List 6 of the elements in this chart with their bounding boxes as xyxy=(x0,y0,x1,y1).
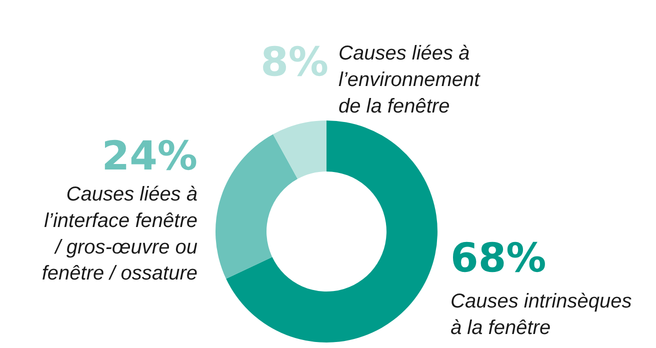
data-label: 8% xyxy=(260,40,329,86)
slice-label: Causes liées à l’interface fenêtre / gros-œuvre ou fenêtre / ossature xyxy=(42,184,198,285)
data-label: 24% xyxy=(102,134,198,180)
slice-label: Causes intrinsèques à la fenêtre xyxy=(450,290,632,339)
slice-label: Causes liées à l’environnement de la fenêtre xyxy=(338,42,482,118)
data-label: 68% xyxy=(450,236,546,282)
